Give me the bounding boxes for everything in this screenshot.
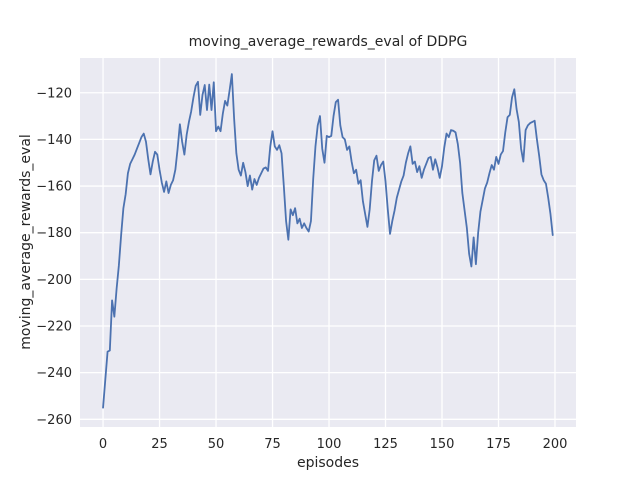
x-tick-label: 0 <box>99 437 107 452</box>
x-tick-label: 125 <box>373 437 398 452</box>
chart-title: moving_average_rewards_eval of DDPG <box>189 34 468 50</box>
y-tick-label: −260 <box>36 413 72 428</box>
x-tick-label: 50 <box>208 437 225 452</box>
x-tick-label: 100 <box>317 437 342 452</box>
y-tick-label: −160 <box>36 180 72 195</box>
x-tick-label: 25 <box>151 437 168 452</box>
reward-series-line <box>102 73 554 409</box>
plot-area <box>80 58 576 427</box>
x-tick-label: 75 <box>264 437 281 452</box>
y-tick-label: −240 <box>36 366 72 381</box>
x-tick-label: 200 <box>543 437 568 452</box>
y-tick-label: −120 <box>36 86 72 101</box>
x-axis-tick-labels: 0 25 50 75 100 125 150 175 200 <box>99 437 567 452</box>
y-axis-label: moving_average_rewards_eval <box>18 134 34 350</box>
y-axis-tick-labels: −120 −140 −160 −180 −200 −220 −240 −260 <box>36 86 72 428</box>
y-tick-label: −180 <box>36 226 72 241</box>
y-tick-label: −140 <box>36 133 72 148</box>
y-tick-label: −220 <box>36 320 72 335</box>
y-tick-label: −200 <box>36 273 72 288</box>
x-tick-label: 175 <box>486 437 511 452</box>
x-axis-label: episodes <box>297 455 359 471</box>
x-tick-label: 150 <box>430 437 455 452</box>
